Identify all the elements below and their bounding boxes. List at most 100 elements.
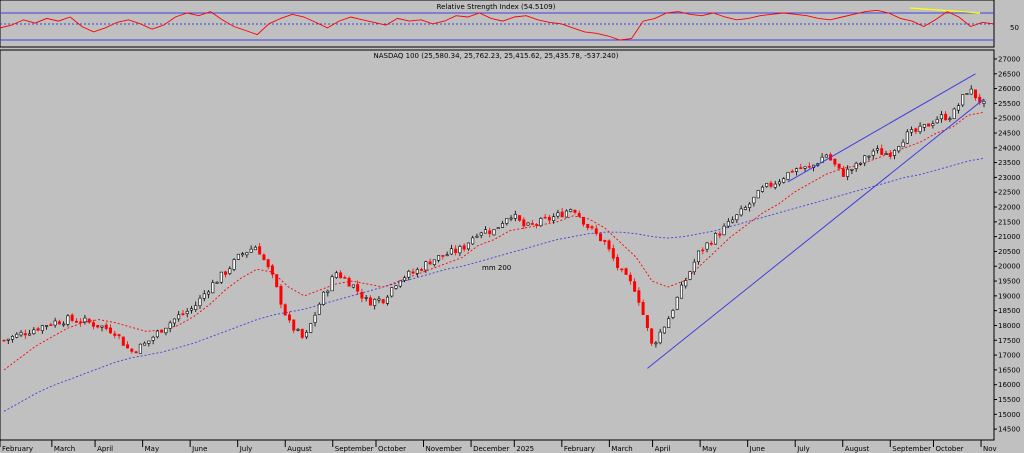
candle-body — [352, 285, 354, 287]
candle-body — [207, 292, 209, 294]
candle-body — [395, 286, 397, 289]
candle-body — [229, 269, 231, 274]
candle-body — [284, 305, 286, 315]
candle-body — [953, 109, 955, 119]
candle-body — [842, 169, 844, 177]
y-tick-label: 23500 — [998, 159, 1020, 167]
candle-body — [37, 329, 39, 331]
candle-body — [356, 284, 358, 291]
x-tick-label: August — [287, 445, 312, 453]
candle-body — [753, 197, 755, 203]
candle-body — [944, 114, 946, 120]
candle-body — [663, 327, 665, 333]
candle-body — [595, 229, 597, 234]
candle-body — [75, 321, 77, 322]
candle-body — [297, 329, 299, 330]
candle-body — [177, 315, 179, 319]
candle-body — [131, 349, 133, 351]
candle-body — [727, 221, 729, 226]
candle-body — [344, 277, 346, 278]
candle-body — [476, 236, 478, 237]
candle-body — [412, 272, 414, 273]
candle-body — [45, 326, 47, 327]
y-tick-label: 16000 — [998, 381, 1020, 389]
candle-body — [250, 249, 252, 252]
candle-body — [770, 183, 772, 186]
candle-body — [437, 256, 439, 261]
candle-body — [527, 223, 529, 225]
candle-body — [587, 224, 589, 227]
candle-body — [561, 212, 563, 217]
candle-body — [24, 334, 26, 335]
candle-body — [778, 182, 780, 184]
candle-body — [535, 224, 537, 225]
candle-body — [114, 334, 116, 336]
y-tick-label: 21000 — [998, 233, 1020, 241]
candle-body — [446, 255, 448, 256]
candle-body — [497, 228, 499, 229]
candle-body — [659, 332, 661, 343]
y-tick-label: 21500 — [998, 218, 1020, 226]
candle-body — [425, 262, 427, 270]
candle-body — [582, 217, 584, 224]
candle-body — [548, 217, 550, 220]
candle-body — [293, 320, 295, 330]
y-tick-label: 24500 — [998, 129, 1020, 137]
candle-body — [957, 106, 959, 110]
y-tick-label: 27000 — [998, 55, 1020, 63]
candle-body — [787, 172, 789, 179]
candle-body — [574, 210, 576, 212]
candle-body — [71, 315, 73, 320]
candle-body — [676, 297, 678, 309]
candle-body — [672, 310, 674, 317]
candle-body — [169, 323, 171, 329]
candle-body — [382, 299, 384, 302]
x-tick-label: April — [655, 445, 671, 453]
x-tick-label: June — [749, 445, 765, 453]
x-tick-label: October — [935, 445, 963, 453]
candle-body — [195, 305, 197, 309]
x-tick-label: December — [473, 445, 509, 453]
candle-body — [101, 326, 103, 327]
candle-body — [612, 248, 614, 258]
candle-body — [118, 335, 120, 336]
candle-body — [552, 217, 554, 221]
candle-body — [923, 124, 925, 127]
candle-body — [11, 336, 13, 339]
candle-body — [126, 345, 128, 348]
candle-body — [706, 243, 708, 249]
candle-body — [557, 213, 559, 216]
candle-body — [915, 129, 917, 132]
candle-body — [220, 272, 222, 282]
candle-body — [143, 343, 145, 345]
candle-body — [859, 163, 861, 164]
candle-body — [966, 94, 968, 95]
candle-body — [748, 204, 750, 208]
candle-body — [267, 260, 269, 267]
x-tick-label: February — [564, 445, 595, 453]
candle-body — [838, 164, 840, 168]
price-y-axis: 1450015000155001600016500170001750018000… — [994, 55, 1020, 433]
candle-body — [97, 325, 99, 327]
candle-body — [501, 223, 503, 227]
candle-body — [310, 324, 312, 333]
candle-body — [667, 319, 669, 328]
candle-body — [774, 184, 776, 187]
candle-body — [403, 278, 405, 281]
y-tick-label: 20500 — [998, 248, 1020, 256]
candle-body — [467, 243, 469, 249]
candle-body — [961, 94, 963, 105]
candle-body — [893, 150, 895, 155]
candle-body — [680, 285, 682, 298]
x-tick-label: April — [97, 445, 113, 453]
candle-body — [58, 322, 60, 324]
candle-body — [685, 280, 687, 286]
candle-body — [33, 330, 35, 334]
candle-body — [569, 209, 571, 211]
candle-body — [616, 257, 618, 267]
x-tick-label: February — [2, 445, 33, 453]
candle-body — [67, 316, 69, 325]
candle-body — [92, 323, 94, 327]
candle-body — [254, 247, 256, 250]
candle-body — [160, 330, 162, 332]
